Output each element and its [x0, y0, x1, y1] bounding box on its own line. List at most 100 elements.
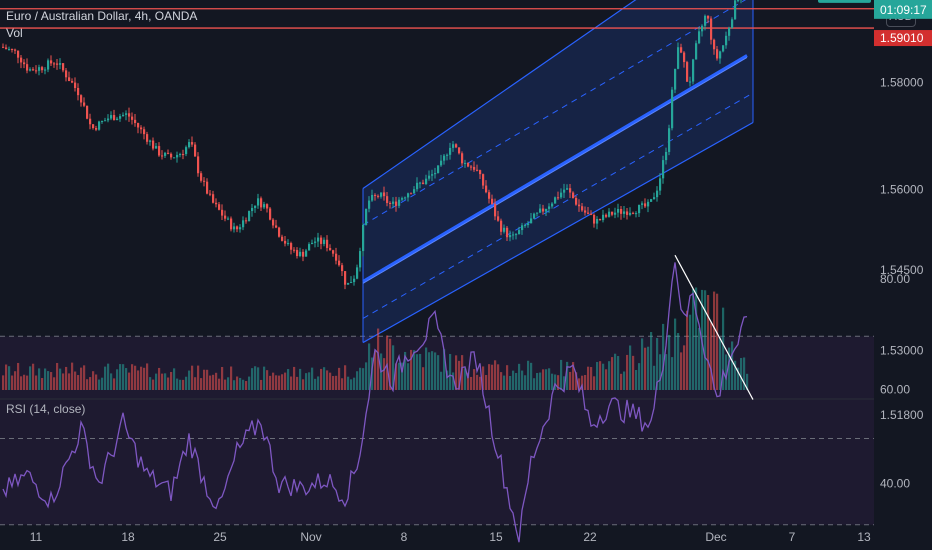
volume-bar	[170, 371, 173, 390]
red-level-tag[interactable]	[874, 30, 932, 47]
volume-bar	[155, 373, 158, 390]
candle-body	[95, 128, 98, 130]
symbol-tag[interactable]	[818, 0, 871, 3]
volume-bar	[422, 367, 425, 390]
candle-body	[92, 124, 95, 129]
volume-bar	[29, 366, 32, 390]
candle-body	[233, 226, 236, 230]
candle-body	[428, 175, 431, 179]
candle-body	[80, 95, 83, 103]
volume-bar	[713, 291, 716, 390]
candle-body	[572, 192, 575, 198]
volume-bar	[392, 345, 395, 390]
candle-body	[161, 155, 164, 157]
volume-bar	[662, 323, 665, 390]
candle-body	[335, 253, 338, 261]
volume-bar	[230, 366, 233, 390]
candle-body	[269, 208, 272, 220]
candle-body	[353, 278, 356, 283]
volume-bar	[8, 366, 11, 390]
time-tick-label: Dec	[705, 530, 726, 544]
volume-bar	[17, 362, 20, 390]
last-price-tag[interactable]	[874, 0, 932, 19]
candle-body	[368, 200, 371, 209]
symbol-title[interactable]: Euro / Australian Dollar, 4h, OANDA	[6, 9, 198, 23]
volume-bar	[542, 369, 545, 390]
candle-body	[62, 63, 65, 71]
candle-body	[662, 160, 665, 179]
volume-bar	[365, 362, 368, 390]
volume-bar	[617, 356, 620, 390]
candle-body	[323, 239, 326, 244]
volume-bar	[632, 355, 635, 390]
channel-upper-line[interactable]	[362, 0, 753, 190]
volume-bar	[734, 360, 737, 390]
volume-bar	[401, 362, 404, 390]
candle-body	[647, 201, 650, 207]
volume-label: Vol	[6, 26, 23, 40]
candle-body	[437, 165, 440, 174]
volume-bar	[44, 368, 47, 390]
channel-midline[interactable]	[362, 54, 748, 283]
volume-bar	[467, 372, 470, 390]
volume-bar	[650, 332, 653, 390]
volume-bar	[629, 345, 632, 390]
candle-body	[545, 208, 548, 212]
volume-bar	[107, 363, 110, 390]
volume-bars	[2, 287, 749, 390]
volume-bar	[596, 361, 599, 390]
volume-bar	[134, 365, 137, 390]
candle-body	[644, 203, 647, 207]
volume-bar	[410, 349, 413, 390]
candle-body	[326, 239, 329, 248]
candle-body	[557, 197, 560, 199]
candle-body	[227, 218, 230, 220]
candle-body	[671, 89, 674, 129]
volume-bar	[227, 377, 230, 390]
candle-body	[68, 77, 71, 82]
candle-body	[707, 15, 710, 19]
volume-bar	[581, 375, 584, 390]
volume-bar	[569, 371, 572, 390]
candle-body	[476, 169, 479, 171]
rsi-label[interactable]: RSI (14, close)	[6, 402, 85, 416]
volume-bar	[167, 377, 170, 390]
channel-lower-line[interactable]	[362, 121, 754, 344]
volume-bar	[224, 379, 227, 390]
volume-bar	[338, 367, 341, 390]
volume-bar	[128, 372, 131, 390]
volume-bar	[530, 362, 533, 390]
volume-bar	[653, 365, 656, 390]
volume-bar	[89, 377, 92, 390]
volume-bar	[389, 338, 392, 390]
volume-bar	[587, 366, 590, 390]
candle-body	[341, 265, 344, 272]
candle-body	[317, 237, 320, 242]
candle-body	[116, 118, 119, 121]
volume-bar	[668, 334, 671, 390]
candle-body	[293, 249, 296, 251]
candle-body	[677, 47, 680, 69]
volume-bar	[647, 346, 650, 390]
volume-bar	[275, 375, 278, 390]
candle-body	[260, 198, 263, 208]
candle-body	[212, 194, 215, 203]
volume-bar	[215, 372, 218, 390]
candle-body	[554, 197, 557, 204]
rsi-trendline[interactable]	[674, 254, 754, 400]
volume-bar	[23, 374, 26, 390]
candle-body	[8, 49, 11, 51]
volume-bar	[443, 349, 446, 390]
candle-body	[674, 68, 677, 90]
volume-bar	[479, 376, 482, 390]
candle-body	[275, 225, 278, 228]
volume-bar	[488, 364, 491, 390]
volume-bar	[566, 361, 569, 390]
rsi-tick-label: 60.00	[880, 382, 910, 396]
candle-body	[641, 203, 644, 205]
volume-bar	[560, 359, 563, 390]
candle-body	[50, 60, 53, 64]
candle-body	[680, 47, 683, 53]
candle-body	[665, 151, 668, 161]
